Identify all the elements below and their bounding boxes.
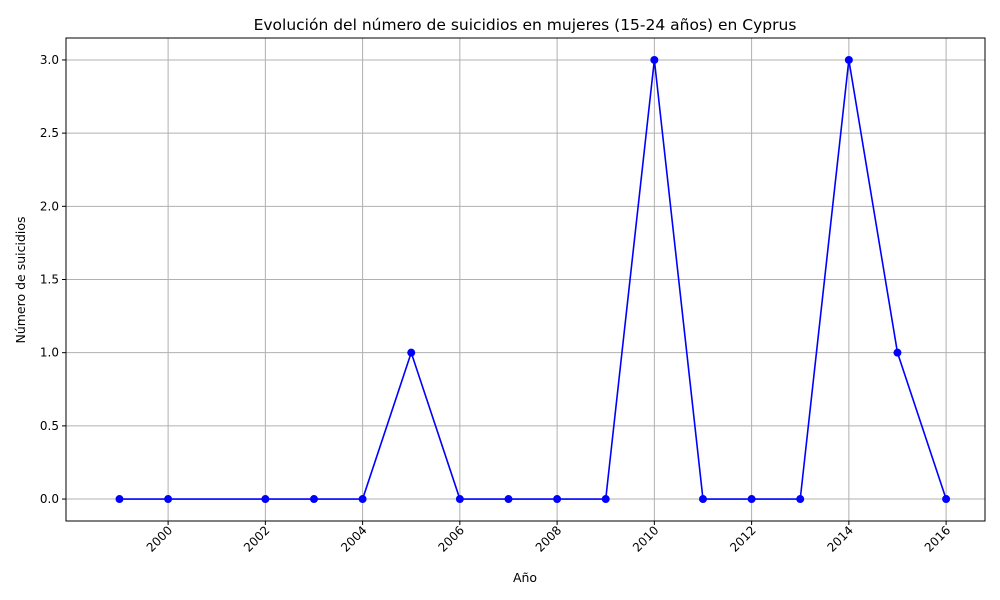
- x-tick-label: 2002: [241, 523, 272, 554]
- y-tick-label: 1.5: [40, 273, 59, 287]
- x-tick-label: 2006: [435, 523, 466, 554]
- data-point: [261, 495, 270, 504]
- y-tick-label: 2.0: [40, 199, 59, 213]
- data-point: [553, 495, 562, 504]
- x-tick-label: 2000: [144, 523, 175, 554]
- data-point: [164, 495, 173, 504]
- data-point: [650, 55, 659, 64]
- data-point: [698, 495, 707, 504]
- data-point: [893, 348, 902, 357]
- x-tick-label: 2010: [630, 523, 661, 554]
- data-point: [358, 495, 367, 504]
- data-point: [504, 495, 513, 504]
- data-point: [844, 55, 853, 64]
- axis-ticks: 2000 2002 2004 2006 2008 2010 2012 2014 2016 0.0 0…: [40, 53, 953, 555]
- x-tick-label: 2016: [922, 523, 953, 554]
- y-tick-label: 0.5: [40, 419, 59, 433]
- data-point: [796, 495, 805, 504]
- series-layer: [115, 55, 951, 504]
- data-point: [601, 495, 610, 504]
- x-axis-label: Año: [513, 570, 537, 585]
- data-point: [115, 495, 124, 504]
- data-point: [309, 495, 318, 504]
- x-tick-label: 2014: [824, 523, 855, 554]
- y-tick-label: 2.5: [40, 126, 59, 140]
- data-point: [407, 348, 416, 357]
- x-tick-label: 2012: [727, 523, 758, 554]
- grid-lines: [66, 38, 985, 521]
- y-tick-label: 0.0: [40, 492, 59, 506]
- y-axis-label: Número de suicidios: [13, 216, 28, 343]
- x-tick-label: 2008: [533, 523, 564, 554]
- y-tick-label: 3.0: [40, 53, 59, 67]
- data-point: [942, 495, 951, 504]
- y-tick-label: 1.0: [40, 346, 59, 360]
- data-point: [747, 495, 756, 504]
- x-tick-label: 2004: [338, 523, 369, 554]
- data-point: [455, 495, 464, 504]
- chart-title: Evolución del número de suicidios en muj…: [254, 16, 797, 34]
